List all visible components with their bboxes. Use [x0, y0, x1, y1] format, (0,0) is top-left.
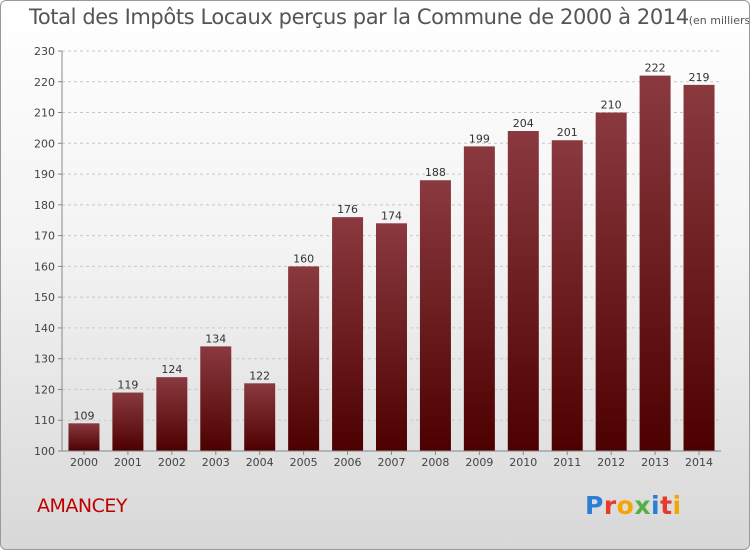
x-tick-label: 2009	[465, 456, 493, 469]
data-label: 204	[513, 117, 534, 130]
x-tick-label: 2007	[378, 456, 406, 469]
y-tick-label: 210	[34, 107, 55, 120]
x-tick-label: 2008	[421, 456, 449, 469]
bar	[200, 346, 232, 451]
proxiti-logo: Proxiti	[585, 491, 682, 520]
logo-letter: r	[603, 491, 617, 520]
bar	[551, 140, 583, 451]
chart-subtitle: (en milliers d'€)	[688, 14, 750, 27]
logo-letter: o	[616, 491, 635, 520]
data-label: 201	[557, 126, 578, 139]
logo-letter: x	[634, 491, 651, 520]
x-tick-label: 2013	[641, 456, 669, 469]
y-tick-label: 230	[34, 45, 55, 58]
commune-name: AMANCEY	[37, 495, 127, 517]
data-label: 219	[689, 71, 710, 84]
logo-letter: i	[651, 491, 661, 520]
bar	[419, 180, 451, 451]
bar	[507, 131, 539, 451]
x-tick-label: 2006	[334, 456, 362, 469]
y-tick-label: 110	[34, 414, 55, 427]
bar	[463, 146, 495, 451]
bar	[244, 383, 276, 451]
data-label: 199	[469, 132, 490, 145]
bar	[639, 75, 671, 451]
data-label: 134	[205, 332, 226, 345]
data-label: 122	[249, 369, 270, 382]
bar	[288, 266, 320, 451]
y-tick-label: 140	[34, 322, 55, 335]
bar	[112, 392, 144, 451]
data-label: 210	[601, 99, 622, 112]
x-tick-label: 2004	[246, 456, 274, 469]
y-tick-label: 180	[34, 199, 55, 212]
y-tick-label: 190	[34, 168, 55, 181]
data-label: 109	[73, 409, 94, 422]
x-tick-label: 2012	[597, 456, 625, 469]
x-tick-label: 2014	[685, 456, 713, 469]
y-tick-label: 100	[34, 445, 55, 458]
data-label: 119	[117, 379, 138, 392]
data-label: 174	[381, 209, 402, 222]
x-tick-label: 2011	[553, 456, 581, 469]
logo-letter: t	[660, 491, 673, 520]
logo-letter: i	[672, 491, 682, 520]
data-label: 176	[337, 203, 358, 216]
bar	[68, 423, 100, 451]
data-label: 222	[645, 62, 666, 75]
bar	[332, 217, 364, 451]
data-label: 160	[293, 252, 314, 265]
x-tick-label: 2010	[509, 456, 537, 469]
y-tick-label: 220	[34, 76, 55, 89]
chart-title-text: Total des Impôts Locaux perçus par la Co…	[29, 5, 689, 29]
y-tick-label: 120	[34, 383, 55, 396]
bar	[595, 112, 627, 452]
x-tick-label: 2005	[290, 456, 318, 469]
data-label: 188	[425, 166, 446, 179]
y-tick-label: 150	[34, 291, 55, 304]
bar	[156, 377, 188, 451]
data-label: 124	[161, 363, 182, 376]
x-tick-label: 2001	[114, 456, 142, 469]
bar	[683, 84, 715, 451]
x-tick-label: 2002	[158, 456, 186, 469]
y-tick-label: 130	[34, 353, 55, 366]
x-tick-label: 2000	[70, 456, 98, 469]
logo-letter: P	[585, 491, 604, 520]
bar	[376, 223, 407, 451]
y-tick-label: 170	[34, 230, 55, 243]
y-tick-label: 200	[34, 137, 55, 150]
chart-title: Total des Impôts Locaux perçus par la Co…	[29, 5, 750, 29]
y-tick-label: 160	[34, 260, 55, 273]
x-tick-label: 2003	[202, 456, 230, 469]
